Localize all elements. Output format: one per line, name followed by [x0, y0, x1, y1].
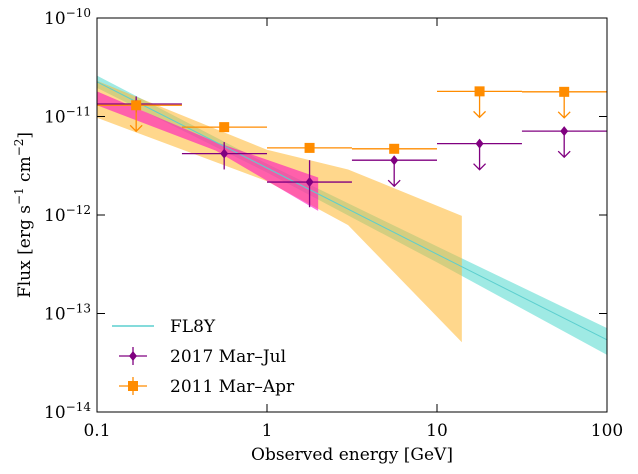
marker	[305, 177, 314, 188]
legend-swatch	[128, 381, 138, 391]
model-line	[96, 81, 608, 341]
legend-label: 2017 Mar–Jul	[170, 347, 286, 367]
x-tick-label: 100	[591, 421, 623, 441]
legend-label: FL8Y	[170, 317, 216, 337]
marker	[389, 143, 400, 154]
fit-band	[97, 91, 319, 211]
marker	[390, 155, 399, 166]
plot-area	[96, 75, 608, 355]
legend-label: 2011 Mar–Apr	[170, 377, 295, 397]
marker	[220, 148, 229, 159]
legend-swatch	[129, 351, 137, 361]
y-axis-label: Flux [erg s−1 cm−2]	[12, 132, 35, 298]
x-tick-label: 0.1	[83, 421, 110, 441]
x-tick-label: 10	[426, 421, 448, 441]
y-tick-label: 10−13	[44, 302, 91, 325]
y-tick-label: 10−14	[44, 400, 91, 423]
marker	[560, 126, 569, 137]
y-tick-label: 10−10	[44, 6, 91, 29]
marker	[475, 138, 484, 149]
x-tick-label: 1	[262, 421, 273, 441]
marker	[304, 142, 315, 153]
marker	[131, 100, 142, 111]
marker	[219, 122, 230, 133]
y-tick-label: 10−11	[44, 105, 91, 128]
fit-band	[97, 80, 462, 343]
marker	[474, 86, 485, 97]
y-tick-label: 10−12	[44, 203, 91, 226]
x-axis-label: Observed energy [GeV]	[251, 445, 453, 465]
marker	[559, 86, 570, 97]
